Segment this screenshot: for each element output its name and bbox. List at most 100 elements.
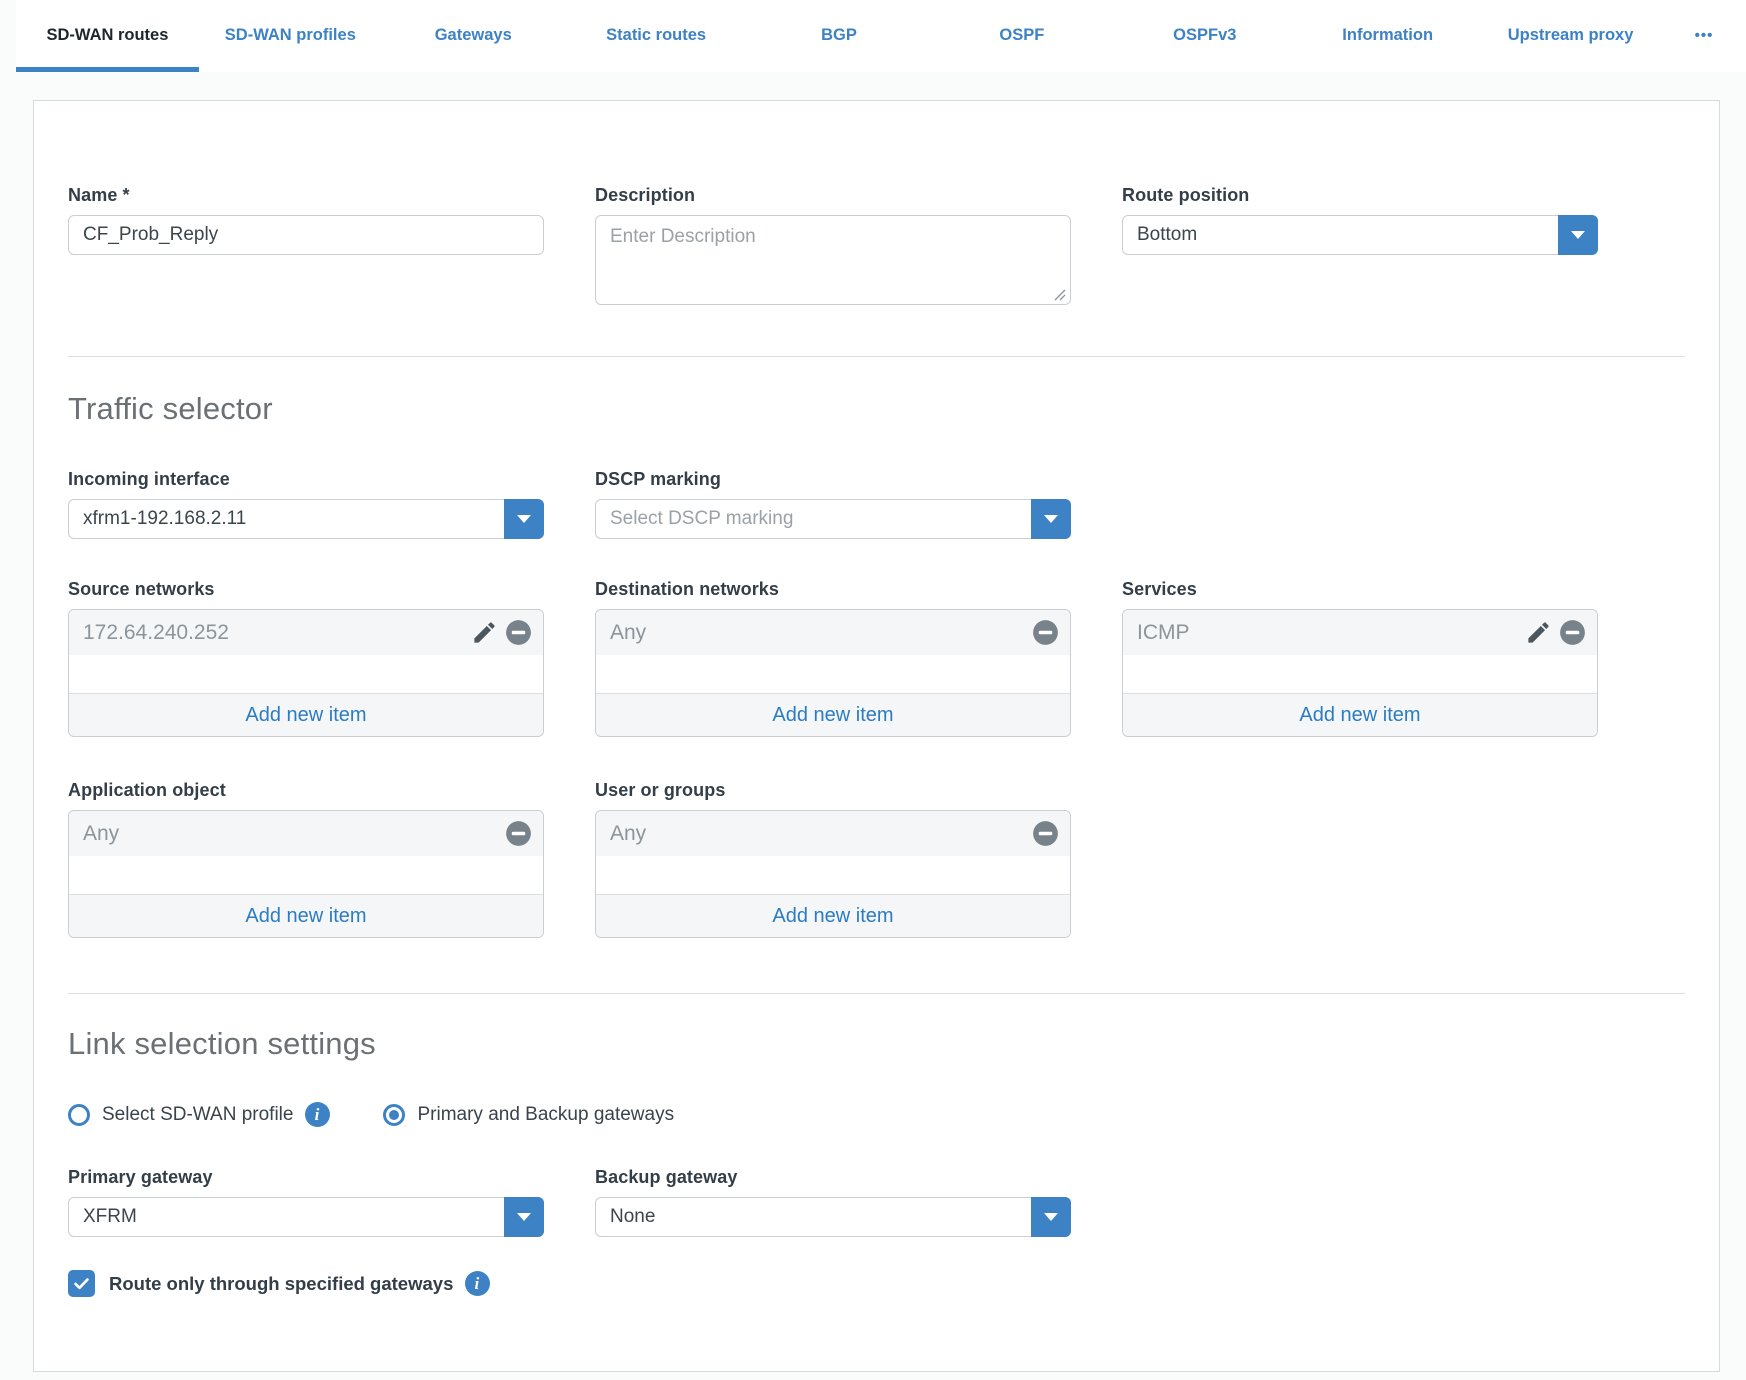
remove-icon[interactable] <box>1030 618 1060 648</box>
dscp-marking-label: DSCP marking <box>595 469 721 489</box>
backup-gateway-field-group: Backup gateway None <box>595 1167 1071 1237</box>
description-field-group: Description <box>595 185 1071 310</box>
description-input[interactable] <box>595 215 1071 305</box>
primary-gateway-select[interactable]: XFRM <box>68 1197 544 1237</box>
list-item: Any <box>69 811 543 856</box>
application-object-group: Application object Any Add new item <box>68 780 544 938</box>
tab-upstream-proxy[interactable]: Upstream proxy <box>1479 0 1662 72</box>
services-box: ICMP Add new item <box>1122 609 1598 737</box>
tab-gateways[interactable]: Gateways <box>382 0 565 72</box>
tab-static-routes[interactable]: Static routes <box>565 0 748 72</box>
list-empty-space <box>596 655 1070 693</box>
link-selection-title: Link selection settings <box>68 1026 376 1061</box>
incoming-interface-label: Incoming interface <box>68 469 230 489</box>
route-only-checkbox[interactable] <box>68 1270 95 1297</box>
remove-icon[interactable] <box>1030 819 1060 849</box>
list-item-text: Any <box>610 821 647 845</box>
traffic-selector-title: Traffic selector <box>68 391 273 426</box>
route-position-select[interactable]: Bottom <box>1122 215 1598 255</box>
source-networks-label: Source networks <box>68 579 215 599</box>
source-networks-group: Source networks 172.64.240.252 Add new i… <box>68 579 544 737</box>
add-new-item-button[interactable]: Add new item <box>69 894 543 937</box>
radio-select-sdwan-profile[interactable]: Select SD-WAN profile <box>68 1103 294 1126</box>
list-item: 172.64.240.252 <box>69 610 543 655</box>
tab-information[interactable]: Information <box>1296 0 1479 72</box>
route-position-value: Bottom <box>1137 224 1198 245</box>
list-item: Any <box>596 610 1070 655</box>
radio-primary-backup-gateways[interactable]: Primary and Backup gateways <box>383 1103 675 1126</box>
add-new-item-button[interactable]: Add new item <box>596 693 1070 736</box>
backup-gateway-value: None <box>610 1206 656 1227</box>
primary-gateway-label: Primary gateway <box>68 1167 213 1187</box>
remove-icon[interactable] <box>503 618 533 648</box>
list-item-text: Any <box>610 620 647 644</box>
chevron-down-icon[interactable] <box>504 499 544 539</box>
list-empty-space <box>69 655 543 693</box>
tab-label: OSPF <box>999 26 1045 44</box>
add-new-item-button[interactable]: Add new item <box>596 894 1070 937</box>
tab-label: SD-WAN profiles <box>224 26 356 44</box>
tab-ospfv3[interactable]: OSPFv3 <box>1113 0 1296 72</box>
radio-icon[interactable] <box>383 1103 406 1126</box>
dscp-marking-select[interactable]: Select DSCP marking <box>595 499 1071 539</box>
chevron-down-icon[interactable] <box>1031 1197 1071 1237</box>
remove-icon[interactable] <box>1557 618 1587 648</box>
name-label: Name * <box>68 185 130 205</box>
services-group: Services ICMP Add new item <box>1122 579 1598 737</box>
tab-bar: SD-WAN routes SD-WAN profiles Gateways S… <box>16 0 1746 72</box>
sdwan-route-form-card: Name * Description Route position Bottom… <box>33 100 1720 1372</box>
destination-networks-label: Destination networks <box>595 579 780 599</box>
edit-icon[interactable] <box>1523 618 1553 648</box>
chevron-down-icon[interactable] <box>504 1197 544 1237</box>
destination-networks-box: Any Add new item <box>595 609 1071 737</box>
edit-icon[interactable] <box>469 618 499 648</box>
user-or-groups-label: User or groups <box>595 780 726 800</box>
tab-bgp[interactable]: BGP <box>748 0 931 72</box>
name-field-group: Name * <box>68 185 544 255</box>
remove-icon[interactable] <box>503 819 533 849</box>
tabs-overflow-button[interactable]: ••• <box>1662 0 1746 72</box>
info-icon[interactable]: i <box>305 1102 331 1127</box>
name-input[interactable] <box>68 215 544 255</box>
tab-ospf[interactable]: OSPF <box>930 0 1113 72</box>
incoming-interface-value: xfrm1-192.168.2.11 <box>83 508 247 529</box>
description-label: Description <box>595 185 696 205</box>
list-item-text: Any <box>83 821 120 845</box>
tab-sdwan-routes[interactable]: SD-WAN routes <box>16 0 199 72</box>
tab-label: OSPFv3 <box>1173 26 1237 44</box>
tab-label: BGP <box>821 26 857 44</box>
checkmark-icon <box>74 1278 89 1290</box>
more-tabs-icon: ••• <box>1694 27 1714 44</box>
route-position-label: Route position <box>1122 185 1250 205</box>
user-or-groups-group: User or groups Any Add new item <box>595 780 1071 938</box>
source-networks-box: 172.64.240.252 Add new item <box>68 609 544 737</box>
destination-networks-group: Destination networks Any Add new item <box>595 579 1071 737</box>
info-icon[interactable]: i <box>465 1271 491 1296</box>
dscp-marking-field-group: DSCP marking Select DSCP marking <box>595 469 1071 539</box>
services-label: Services <box>1122 579 1197 599</box>
user-or-groups-box: Any Add new item <box>595 810 1071 938</box>
list-empty-space <box>596 856 1070 894</box>
add-new-item-button[interactable]: Add new item <box>1123 693 1597 736</box>
incoming-interface-select[interactable]: xfrm1-192.168.2.11 <box>68 499 544 539</box>
tab-label: SD-WAN routes <box>46 26 169 44</box>
tab-sdwan-profiles[interactable]: SD-WAN profiles <box>199 0 382 72</box>
radio-label: Primary and Backup gateways <box>417 1103 675 1125</box>
list-empty-space <box>69 856 543 894</box>
list-item: ICMP <box>1123 610 1597 655</box>
list-item-text: ICMP <box>1137 620 1190 644</box>
add-new-item-button[interactable]: Add new item <box>69 693 543 736</box>
chevron-down-icon[interactable] <box>1031 499 1071 539</box>
section-divider <box>68 356 1685 357</box>
application-object-box: Any Add new item <box>68 810 544 938</box>
list-item-text: 172.64.240.252 <box>83 620 229 644</box>
backup-gateway-select[interactable]: None <box>595 1197 1071 1237</box>
radio-icon[interactable] <box>68 1103 90 1126</box>
route-only-label: Route only through specified gateways <box>109 1272 454 1294</box>
backup-gateway-label: Backup gateway <box>595 1167 738 1187</box>
tab-label: Upstream proxy <box>1507 26 1634 44</box>
radio-label: Select SD-WAN profile <box>102 1103 294 1125</box>
chevron-down-icon[interactable] <box>1558 215 1598 255</box>
dscp-marking-placeholder: Select DSCP marking <box>610 508 794 529</box>
list-empty-space <box>1123 655 1597 693</box>
